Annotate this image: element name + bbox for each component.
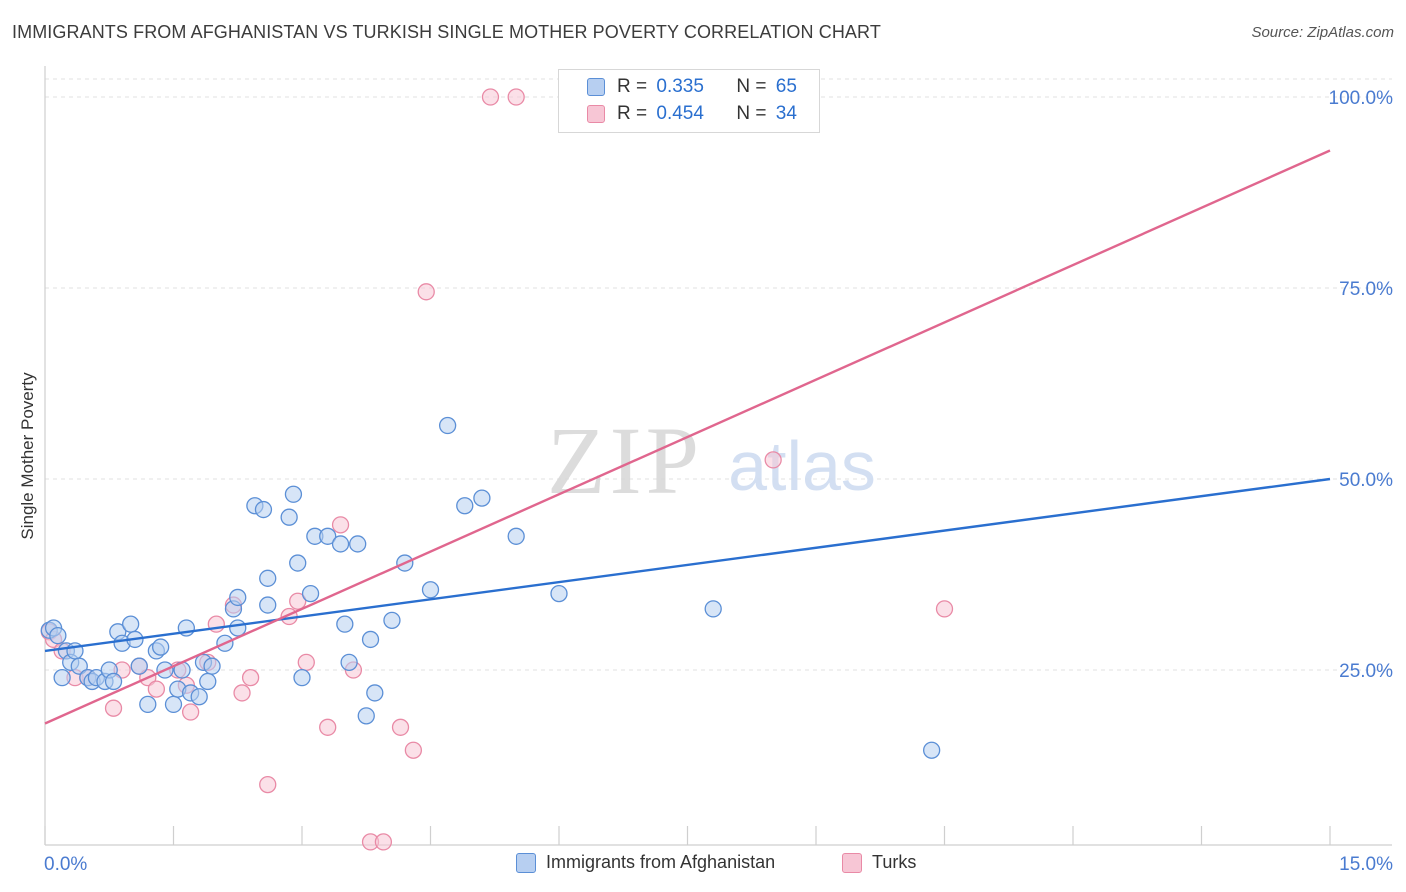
legend-n-label: N =	[736, 103, 772, 124]
legend-row-blue: R = 0.335 N = 65	[587, 76, 797, 98]
data-point-turks	[241, 668, 260, 687]
data-point-afghanistan	[340, 653, 358, 672]
data-point-turks	[331, 516, 350, 534]
source-credit: Source: ZipAtlas.com	[1251, 24, 1394, 41]
data-point-afghanistan	[507, 527, 525, 545]
legend-r-value: 0.454	[656, 103, 704, 124]
legend-r-label: R =	[617, 76, 653, 97]
legend-swatch-blue	[587, 78, 605, 96]
data-point-afghanistan	[357, 707, 375, 725]
legend-swatch-blue	[516, 852, 536, 873]
legend-swatch-pink	[842, 852, 862, 873]
legend-n-value: 34	[775, 103, 797, 124]
data-point-afghanistan	[438, 416, 457, 435]
y-tick-label: 75.0%	[1339, 279, 1393, 300]
trend-line-afghanistan	[44, 477, 1331, 653]
data-points	[40, 88, 954, 851]
data-point-turks	[147, 680, 166, 698]
data-point-turks	[181, 703, 200, 721]
trend-lines	[44, 149, 1331, 725]
data-point-afghanistan	[164, 695, 183, 714]
tick-labels: 25.0% 50.0% 75.0% 100.0% 0.0% 15.0%	[44, 88, 1393, 875]
data-point-afghanistan	[923, 741, 941, 759]
data-point-afghanistan	[289, 554, 307, 572]
data-point-afghanistan	[421, 581, 440, 599]
data-point-turks	[319, 718, 337, 736]
data-point-afghanistan	[301, 584, 320, 603]
y-tick-label: 25.0%	[1339, 661, 1393, 682]
chart-title: IMMIGRANTS FROM AFGHANISTAN VS TURKISH S…	[12, 22, 881, 42]
data-point-afghanistan	[383, 611, 401, 629]
data-point-afghanistan	[349, 535, 367, 553]
data-point-afghanistan	[190, 688, 208, 706]
data-point-turks	[374, 833, 393, 851]
legend-row-pink: R = 0.454 N = 34	[587, 103, 797, 125]
data-point-afghanistan	[229, 588, 247, 607]
axes	[44, 66, 1392, 846]
data-point-afghanistan	[151, 638, 170, 656]
data-point-afghanistan	[319, 527, 337, 545]
y-axis-label: Single Mother Poverty	[18, 372, 37, 540]
data-point-turks	[764, 451, 782, 469]
legend-r-label: R =	[617, 103, 653, 124]
data-point-turks	[104, 699, 123, 717]
data-point-afghanistan	[259, 569, 277, 587]
data-point-afghanistan	[280, 508, 298, 526]
data-point-afghanistan	[130, 657, 148, 675]
data-point-afghanistan	[259, 596, 277, 614]
legend-box: R = 0.335 N = 65 R = 0.454 N = 34	[558, 69, 820, 133]
data-point-turks	[935, 600, 954, 618]
data-point-turks	[417, 283, 435, 301]
data-point-afghanistan	[70, 657, 88, 675]
data-point-turks	[259, 775, 277, 794]
data-point-turks	[481, 88, 500, 106]
data-point-turks	[289, 592, 307, 610]
data-point-afghanistan	[199, 672, 217, 691]
data-point-afghanistan	[293, 668, 311, 687]
legend-label-turks: Turks	[872, 852, 917, 872]
data-point-afghanistan	[53, 668, 71, 687]
data-point-afghanistan	[139, 695, 157, 714]
legend-label-afghanistan: Immigrants from Afghanistan	[546, 852, 776, 872]
data-point-afghanistan	[203, 657, 221, 675]
data-point-turks	[391, 718, 410, 736]
data-point-turks	[507, 88, 525, 106]
legend-n-value: 65	[775, 76, 797, 97]
bottom-legend: Immigrants from Afghanistan Turks	[0, 852, 1406, 878]
data-point-afghanistan	[550, 584, 568, 603]
data-point-afghanistan	[704, 600, 722, 618]
data-point-afghanistan	[49, 626, 67, 645]
y-tick-label: 100.0%	[1329, 88, 1394, 109]
data-point-afghanistan	[366, 684, 384, 702]
legend-item-afghanistan: Immigrants from Afghanistan	[516, 852, 775, 873]
data-point-afghanistan	[122, 615, 140, 633]
data-point-afghanistan	[229, 619, 247, 637]
data-point-afghanistan	[361, 630, 380, 649]
watermark: ZIP atlas	[547, 407, 876, 514]
x-tick-label-max: 15.0%	[1339, 854, 1393, 875]
legend-swatch-pink	[587, 105, 605, 123]
data-point-turks	[233, 684, 251, 702]
data-point-afghanistan	[331, 535, 350, 553]
data-point-afghanistan	[473, 489, 491, 507]
legend-r-value: 0.335	[656, 76, 704, 97]
data-point-afghanistan	[254, 500, 273, 519]
watermark-zip: ZIP	[547, 407, 703, 514]
data-point-turks	[404, 741, 423, 759]
y-tick-label: 50.0%	[1339, 470, 1393, 491]
data-point-afghanistan	[104, 672, 123, 691]
trend-line-turks	[44, 149, 1331, 725]
x-tick-label-min: 0.0%	[44, 854, 87, 875]
gridlines	[45, 78, 1392, 671]
data-point-turks	[297, 653, 315, 672]
data-point-afghanistan	[336, 615, 354, 633]
legend-item-turks: Turks	[842, 852, 916, 873]
data-point-afghanistan	[456, 497, 474, 515]
watermark-atlas: atlas	[728, 427, 876, 505]
data-point-afghanistan	[284, 485, 303, 503]
legend-n-label: N =	[736, 76, 772, 97]
